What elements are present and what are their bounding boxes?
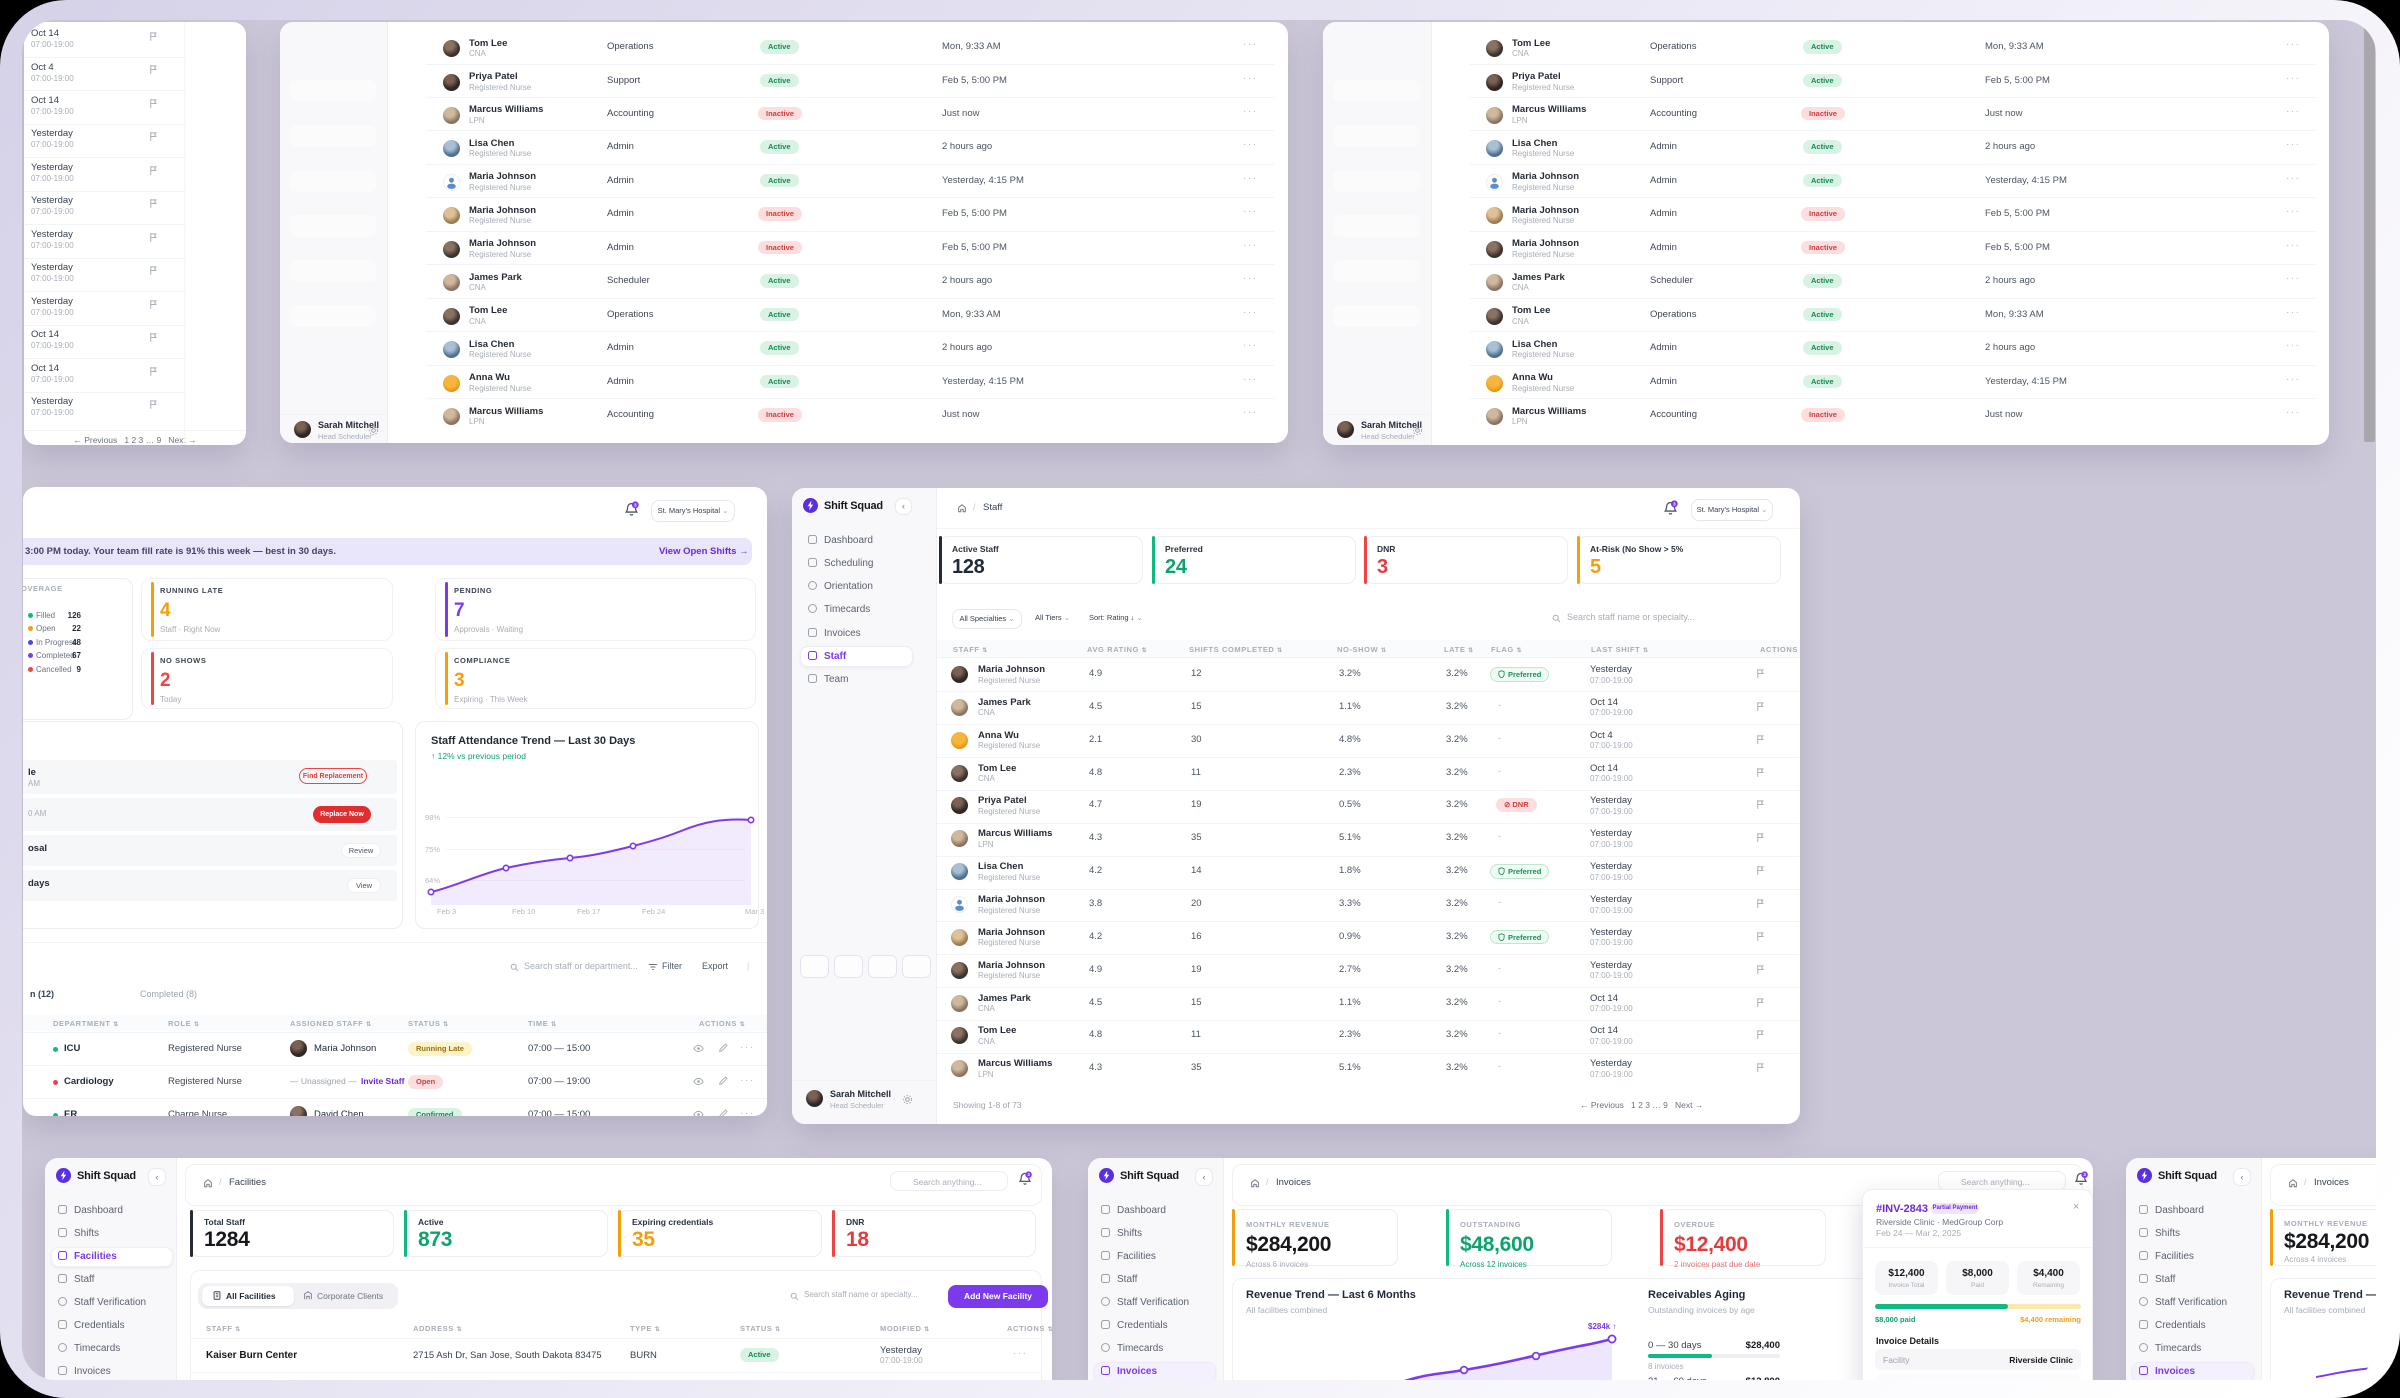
svg-text:3: 3 [1027, 1172, 1030, 1177]
svg-text:3: 3 [634, 502, 637, 507]
svg-text:3: 3 [1673, 501, 1676, 506]
svg-text:3: 3 [2083, 1172, 2086, 1177]
